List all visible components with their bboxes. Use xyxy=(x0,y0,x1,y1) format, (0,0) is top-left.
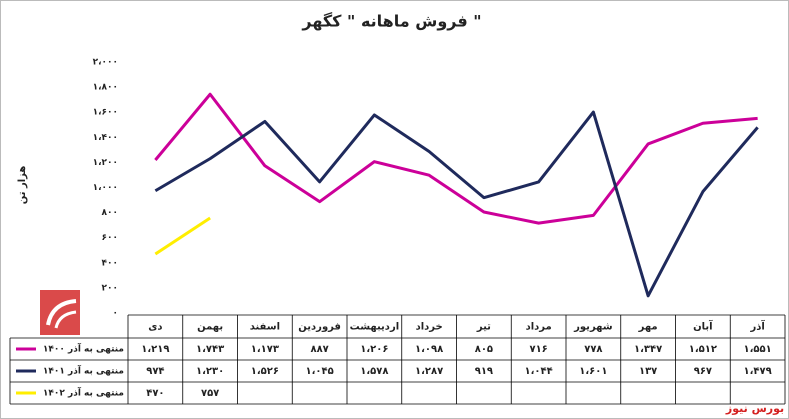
legend-label: منتهی به آذر ۱۴۰۲ xyxy=(43,387,124,399)
data-label: ۱،۵۷۸ xyxy=(360,366,388,377)
x-tick-label: تیر xyxy=(476,322,491,333)
y-tick-label: ۲۰۰ xyxy=(102,283,118,293)
data-label: ۱۳۷ xyxy=(639,366,657,377)
data-label: ۱،۲۳۰ xyxy=(196,366,224,377)
data-label: ۱،۶۰۱ xyxy=(579,366,607,377)
y-tick-label: ۰ xyxy=(113,309,119,319)
data-label: ۸۰۵ xyxy=(475,344,493,355)
data-label: ۱،۵۲۶ xyxy=(251,366,279,377)
data-label: ۹۶۷ xyxy=(694,366,712,377)
y-tick-label: ۱،۰۰۰ xyxy=(93,183,118,193)
watermark: بورس نیوز xyxy=(725,402,784,415)
data-label: ۹۱۹ xyxy=(475,366,493,377)
y-tick-label: ۶۰۰ xyxy=(102,233,118,243)
data-label: ۴۷۰ xyxy=(146,388,164,399)
y-tick-label: ۴۰۰ xyxy=(102,258,118,268)
y-tick-label: ۸۰۰ xyxy=(102,208,118,218)
data-label: ۱،۰۴۵ xyxy=(306,366,334,377)
x-tick-label: خرداد xyxy=(416,322,443,333)
data-label: ۱،۵۵۱ xyxy=(744,344,772,355)
y-tick-label: ۱،۴۰۰ xyxy=(93,133,118,143)
series-line xyxy=(154,110,759,298)
y-tick-label: ۱،۶۰۰ xyxy=(93,108,118,118)
y-tick-label: ۱،۲۰۰ xyxy=(93,158,118,168)
data-label: ۱،۲۱۹ xyxy=(141,344,169,355)
data-label: ۱،۵۱۲ xyxy=(689,344,717,355)
logo xyxy=(40,290,80,335)
data-label: ۱،۳۴۷ xyxy=(634,344,662,355)
data-label: ۱،۷۴۳ xyxy=(196,344,224,355)
legend-label: منتهی به آذر ۱۴۰۰ xyxy=(43,343,124,355)
chart-title: فروش ماهانه " کگهر " xyxy=(301,12,481,31)
data-label: ۷۵۷ xyxy=(201,388,219,399)
x-tick-label: شهریور xyxy=(573,322,613,333)
data-label: ۸۸۷ xyxy=(310,344,328,355)
legend-label: منتهی به آذر ۱۴۰۱ xyxy=(43,365,124,377)
data-label: ۱،۰۴۴ xyxy=(525,366,553,377)
x-tick-label: آذر xyxy=(749,320,765,333)
x-tick-label: اردیبهشت xyxy=(350,322,400,333)
data-label: ۷۱۶ xyxy=(529,344,547,355)
x-tick-label: فروردین xyxy=(298,322,341,333)
x-tick-label: اسفند xyxy=(250,322,280,333)
series-line xyxy=(154,216,211,256)
y-axis-label: هزار تن xyxy=(17,166,28,205)
x-tick-label: آبان xyxy=(693,320,713,333)
x-tick-label: مهر xyxy=(638,322,658,333)
data-label: ۷۷۸ xyxy=(584,344,602,355)
y-tick-label: ۲،۰۰۰ xyxy=(93,58,118,68)
data-label: ۱،۲۰۶ xyxy=(360,344,388,355)
series-line xyxy=(154,92,758,225)
data-label: ۱،۱۷۳ xyxy=(251,344,279,355)
data-label: ۱،۲۸۷ xyxy=(415,366,443,377)
data-label: ۹۷۴ xyxy=(146,366,164,377)
x-tick-label: دی xyxy=(148,322,162,333)
y-tick-label: ۱،۸۰۰ xyxy=(93,83,118,93)
x-tick-label: مرداد xyxy=(526,322,552,333)
x-tick-label: بهمن xyxy=(197,322,223,333)
data-label: ۱،۴۷۹ xyxy=(744,366,772,377)
data-label: ۱،۰۹۸ xyxy=(415,344,443,355)
